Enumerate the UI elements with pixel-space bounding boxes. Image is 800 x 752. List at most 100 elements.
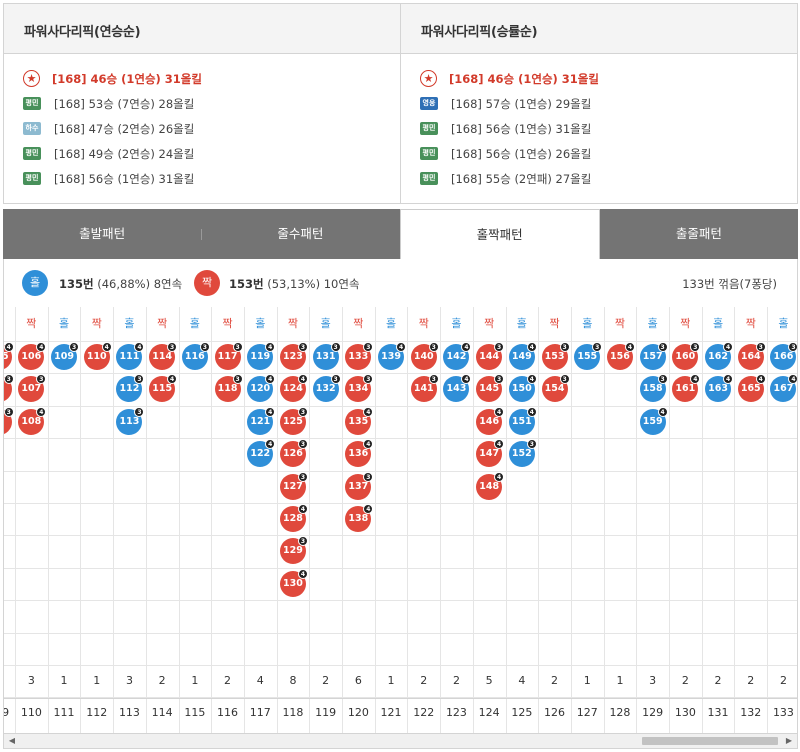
result-ball[interactable]: 139 4 — [378, 342, 407, 370]
result-ball[interactable]: 113 3 — [116, 406, 145, 435]
ranking-row[interactable]: 평민 [168] 49승 (2연승) 24올킬 — [4, 141, 400, 166]
scrollbar-thumb[interactable] — [642, 737, 778, 745]
round-number: 109 — [4, 706, 15, 719]
result-ball[interactable]: 149 4 — [508, 342, 537, 370]
result-ball[interactable]: 110 4 — [83, 342, 112, 370]
odd-summary: 135번 (46,88%) 8연속 — [59, 276, 182, 292]
result-ball[interactable]: 154 3 — [541, 374, 570, 403]
result-ball[interactable]: 137 3 — [345, 471, 374, 500]
result-ball[interactable]: 134 3 — [345, 374, 374, 403]
result-ball[interactable]: 127 3 — [279, 471, 308, 500]
tab-start-line-pattern[interactable]: 출줄패턴 — [675, 226, 722, 241]
tab-start-pattern[interactable]: 출발패턴 — [79, 226, 126, 241]
result-ball[interactable]: 148 4 — [476, 471, 505, 500]
scroll-left-icon[interactable]: ◀ — [8, 736, 16, 745]
ranking-row-top[interactable]: ★ [168] 46승 (1연승) 31올킬 — [4, 66, 400, 91]
result-ball[interactable]: 124 4 — [279, 374, 308, 403]
result-ball[interactable]: 155 3 — [574, 342, 603, 370]
result-ball[interactable]: 129 3 — [279, 536, 308, 565]
result-ball[interactable]: 150 4 — [508, 374, 537, 403]
ladder-line-marker: 3 — [363, 374, 374, 385]
result-ball[interactable]: 147 4 — [476, 439, 505, 468]
ranking-row[interactable]: 평민 [168] 56승 (1연승) 31올킬 — [4, 166, 400, 191]
result-ball[interactable]: 166 3 — [770, 342, 797, 370]
result-ball[interactable]: 142 4 — [443, 342, 472, 370]
grid-row-divider — [4, 405, 797, 407]
ranking-row[interactable]: 평민 [168] 56승 (1연승) 31올킬 — [401, 116, 797, 141]
result-ball[interactable]: 108 4 — [18, 406, 47, 435]
odd-even-pattern-grid[interactable]: 짝105433109짝1064107310843110홀10931111짝110… — [3, 307, 798, 733]
result-ball[interactable]: 133 3 — [345, 342, 374, 370]
tab-line-pattern[interactable]: 줄수패턴 — [201, 209, 399, 259]
result-ball[interactable]: 114 3 — [149, 342, 178, 370]
ranking-row[interactable]: 평민 [168] 53승 (7연승) 28올킬 — [4, 91, 400, 116]
result-ball[interactable]: 145 3 — [476, 374, 505, 403]
result-ball[interactable]: 3 — [4, 374, 14, 403]
scroll-right-icon[interactable]: ▶ — [785, 736, 793, 745]
result-ball[interactable]: 109 3 — [51, 342, 80, 370]
result-ball[interactable]: 107 3 — [18, 374, 47, 403]
result-ball[interactable]: 161 4 — [672, 374, 701, 403]
tab-odd-even-pattern[interactable]: 홀짝패턴 — [399, 209, 600, 259]
result-ball[interactable]: 117 3 — [214, 342, 243, 370]
result-ball[interactable]: 160 3 — [672, 342, 701, 370]
result-ball[interactable]: 130 4 — [279, 568, 308, 597]
result-ball[interactable]: 163 4 — [705, 374, 734, 403]
result-ball[interactable]: 135 4 — [345, 406, 374, 435]
result-ball[interactable]: 136 4 — [345, 439, 374, 468]
ladder-line-marker: 3 — [592, 342, 603, 352]
ladder-line-marker: 4 — [265, 342, 276, 352]
ranking-row-top[interactable]: ★ [168] 46승 (1연승) 31올킬 — [401, 66, 797, 91]
ranking-row[interactable]: 하수 [168] 47승 (2연승) 26올킬 — [4, 116, 400, 141]
result-ball[interactable]: 126 3 — [279, 439, 308, 468]
column-header-odd: 홀 — [124, 317, 135, 330]
ranking-row[interactable]: 평민 [168] 56승 (1연승) 26올킬 — [401, 141, 797, 166]
grid-column-divider — [276, 307, 278, 733]
result-ball[interactable]: 112 3 — [116, 374, 145, 403]
result-ball[interactable]: 120 4 — [247, 374, 276, 403]
result-ball[interactable]: 119 4 — [247, 342, 276, 370]
result-ball[interactable]: 146 4 — [476, 406, 505, 435]
ranking-row[interactable]: 영웅 [168] 57승 (1연승) 29올킬 — [401, 91, 797, 116]
result-ball[interactable]: 140 3 — [410, 342, 439, 370]
result-ball[interactable]: 132 3 — [312, 374, 341, 403]
ladder-line-marker: 4 — [461, 374, 472, 385]
result-ball[interactable]: 1054 — [4, 342, 14, 370]
result-ball[interactable]: 128 4 — [279, 504, 308, 532]
result-ball[interactable]: 118 3 — [214, 374, 243, 403]
result-ball[interactable]: 115 4 — [149, 374, 178, 403]
result-ball[interactable]: 158 3 — [639, 374, 668, 403]
result-ball[interactable]: 156 4 — [606, 342, 635, 370]
result-ball[interactable]: 106 4 — [18, 342, 47, 370]
result-ball[interactable]: 152 3 — [508, 439, 537, 468]
horizontal-scrollbar[interactable]: ◀ ▶ — [3, 733, 798, 749]
result-ball[interactable]: 3 — [4, 406, 14, 435]
result-ball[interactable]: 162 4 — [705, 342, 734, 370]
ranking-row[interactable]: 평민 [168] 55승 (2연패) 27올킬 — [401, 166, 797, 191]
result-ball[interactable]: 122 4 — [247, 439, 276, 468]
result-ball[interactable]: 144 3 — [476, 342, 505, 370]
ranking-list: ★ [168] 46승 (1연승) 31올킬 평민 [168] 53승 (7연승… — [4, 54, 400, 191]
result-ball[interactable]: 164 3 — [737, 342, 766, 370]
result-ball[interactable]: 121 4 — [247, 406, 276, 435]
result-ball[interactable]: 141 3 — [410, 374, 439, 403]
result-ball[interactable]: 143 4 — [443, 374, 472, 403]
result-ball[interactable]: 157 3 — [639, 342, 668, 370]
result-ball[interactable]: 167 4 — [770, 374, 797, 403]
result-ball[interactable]: 131 3 — [312, 342, 341, 370]
result-ball[interactable]: 116 3 — [181, 342, 210, 370]
ladder-line-marker: 4 — [134, 342, 145, 352]
ladder-line-marker: 4 — [36, 342, 47, 352]
result-ball[interactable]: 138 4 — [345, 504, 374, 532]
panel-title: 파워사다리픽(승률순) — [401, 4, 797, 54]
ladder-line-marker: 3 — [330, 374, 341, 385]
result-ball[interactable]: 123 3 — [279, 342, 308, 370]
result-ball[interactable]: 165 4 — [737, 374, 766, 403]
result-ball[interactable]: 111 4 — [116, 342, 145, 370]
grid-row-divider — [4, 503, 797, 504]
result-ball[interactable]: 151 4 — [508, 406, 537, 435]
result-ball[interactable]: 125 3 — [279, 406, 308, 435]
result-ball[interactable]: 153 3 — [541, 342, 570, 370]
streak-count: 2 — [779, 674, 787, 687]
result-ball[interactable]: 159 4 — [639, 406, 668, 435]
